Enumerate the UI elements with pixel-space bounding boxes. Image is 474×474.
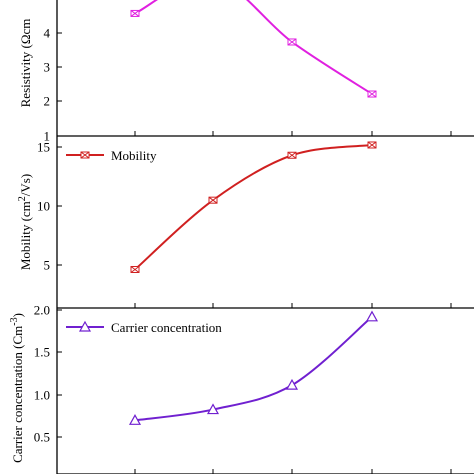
data-point [367,141,377,149]
chart-panel-3: 0.5 1.0 1.5 2.0 Carrier concentration (Cm-3)… [9,303,474,474]
data-point [128,414,142,425]
data-point [367,90,377,98]
y-axis-label: Resistivity (Ωcm [18,19,33,108]
series-line [134,143,373,271]
y-tick-label: 1.0 [34,388,50,403]
data-point [287,151,297,159]
y-tick-label: 0.5 [34,430,50,445]
y-tick-label: 5 [44,258,51,273]
series-line [134,0,373,95]
legend-marker [80,151,90,159]
data-point [287,38,297,46]
y-tick-label: 2 [44,94,51,109]
y-tick-label: 1 [44,129,51,144]
data-point [365,310,379,322]
data-point [285,378,299,390]
legend-marker [78,320,92,332]
y-tick-label: 15 [37,140,50,155]
legend-label: Mobility [111,148,157,163]
y-tick-label: 10 [37,199,50,214]
y-tick-label: 3 [44,60,51,75]
y-tick-label: 2.0 [34,303,50,318]
y-axis-label: Carrier concentration (Cm-3) [9,313,25,463]
legend: Mobility [66,148,157,163]
series-line [134,316,373,422]
y-tick-label: 4 [44,26,51,41]
y-tick-label: 1.5 [34,345,50,360]
data-point [130,9,140,17]
y-axis-label: Mobility (cm2/Vs) [17,174,33,270]
chart-panel-1: 1 2 3 4 Resistivity (Ωcm [18,0,474,144]
data-point [208,196,218,204]
chart-panel-2: 5 10 15 Mobility (cm2/Vs) Mobility [17,136,474,309]
data-point [130,265,140,273]
legend: Carrier concentration [66,320,222,335]
data-point [206,403,220,415]
legend-label: Carrier concentration [111,320,222,335]
